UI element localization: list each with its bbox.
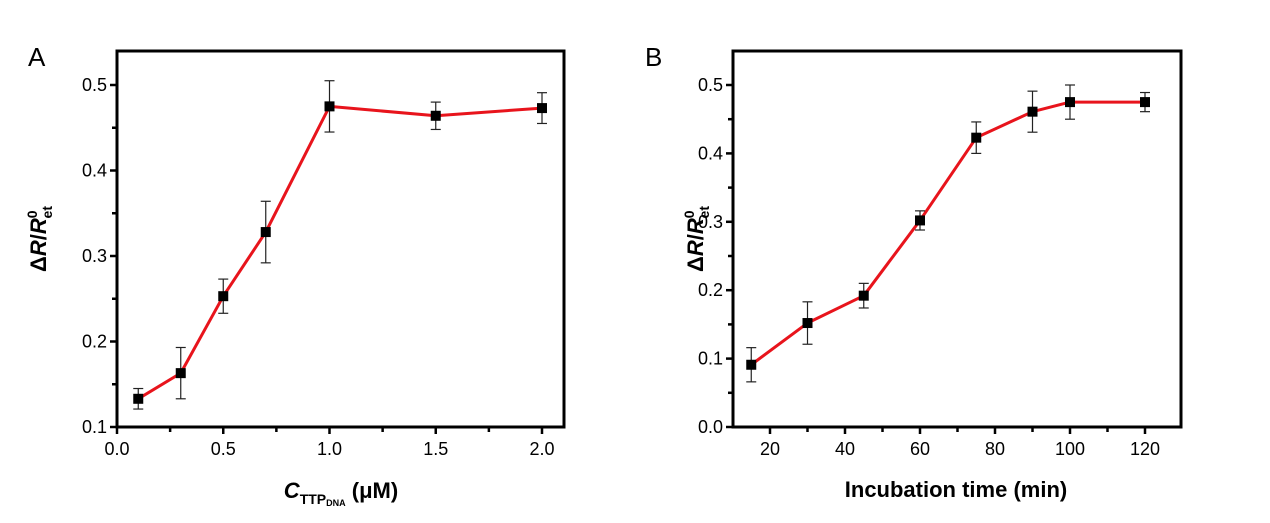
x-title-subsub: DNA: [326, 498, 346, 508]
x-tick-label: 1.0: [317, 439, 342, 459]
axis-ticks-b: 20 40 60 80 100 120 0.0 0.1 0.2 0.3 0.4 0.5: [698, 75, 1160, 459]
y-title-r2: R: [683, 218, 708, 234]
y-tick-label: 0.5: [698, 75, 723, 95]
x-title-unit: (μM): [346, 478, 399, 503]
y-tick-label: 0.2: [82, 332, 107, 352]
x-tick-label: 40: [835, 439, 855, 459]
x-axis-title-a: CTTPDNA (μM): [284, 478, 398, 508]
y-title-delta: Δ: [683, 256, 708, 272]
x-title-main: C: [284, 478, 301, 503]
x-axis-title-b: Incubation time (min): [845, 477, 1067, 502]
data-series-b: [746, 84, 1150, 383]
y-tick-label: 0.0: [698, 417, 723, 437]
data-point: [971, 132, 982, 143]
x-tick-label: 100: [1055, 439, 1085, 459]
series-line: [137, 104, 543, 401]
y-title-sub: et: [696, 206, 712, 219]
y-title-r2: R: [26, 218, 51, 234]
plot-frame-b: [731, 49, 1183, 429]
y-tick-label: 0.1: [82, 417, 107, 437]
y-tick-label: 0.1: [698, 349, 723, 369]
plot-frame-a: [115, 49, 566, 429]
data-point: [746, 359, 757, 370]
data-point: [175, 368, 186, 379]
y-axis-title-b: ΔR/R0et: [681, 206, 712, 272]
y-title-slash: /: [26, 234, 51, 240]
y-title-sup: 0: [681, 210, 697, 218]
y-tick-label: 0.3: [698, 212, 723, 232]
data-point: [430, 110, 441, 121]
series-line: [750, 100, 1145, 366]
y-title-delta: Δ: [26, 256, 51, 272]
y-tick-label: 0.4: [82, 161, 107, 181]
data-point: [218, 291, 229, 302]
y-title-sub: et: [39, 206, 55, 219]
y-title-r1: R: [26, 240, 51, 256]
x-tick-label: 1.5: [423, 439, 448, 459]
data-point: [1065, 97, 1075, 108]
x-tick-label: 2.0: [529, 439, 554, 459]
panel-a: A 0.0 0.5 1.0 1.5 2.00.10.20.30.40.5 ΔR/R0et…: [24, 42, 566, 508]
data-point: [537, 103, 547, 114]
data-point: [133, 393, 144, 404]
y-title-sup: 0: [24, 210, 40, 218]
y-tick-label: 0.2: [698, 280, 723, 300]
y-title-slash: /: [683, 234, 708, 240]
data-point: [260, 227, 271, 238]
x-tick-label: 20: [760, 439, 780, 459]
axis-ticks-a: 0.0 0.5 1.0 1.5 2.0 0.1 0.2 0.3 0.4 0.5: [82, 75, 555, 459]
data-point: [1027, 106, 1038, 117]
y-axis-title-a: ΔR/R0et: [24, 206, 55, 272]
x-tick-label: 120: [1130, 439, 1160, 459]
x-tick-label: 60: [910, 439, 930, 459]
data-point: [324, 101, 335, 112]
y-tick-label: 0.3: [82, 246, 107, 266]
data-point: [915, 215, 925, 226]
x-tick-label: 0.5: [211, 439, 236, 459]
panel-label-a: A: [28, 42, 46, 72]
x-tick-label: 0.0: [104, 439, 129, 459]
data-point: [1140, 97, 1150, 108]
data-series-a: [133, 80, 547, 410]
panel-label-b: B: [645, 42, 662, 72]
x-title-sub: TTP: [300, 491, 326, 507]
x-tick-label: 80: [985, 439, 1005, 459]
data-point: [858, 290, 869, 301]
data-point: [802, 318, 813, 329]
y-tick-label: 0.5: [82, 75, 107, 95]
y-title-r1: R: [683, 240, 708, 256]
y-tick-label: 0.4: [698, 143, 723, 163]
